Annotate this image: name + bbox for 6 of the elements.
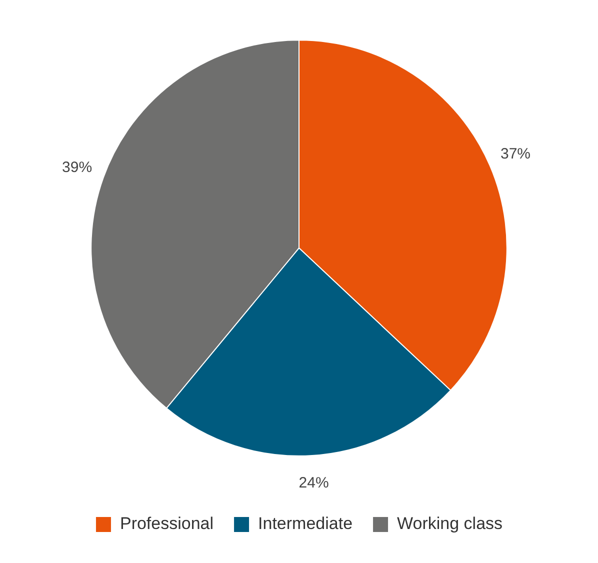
data-label: 37% (500, 145, 531, 162)
data-label: 24% (298, 474, 329, 492)
legend-label: Intermediate (258, 514, 353, 534)
legend-label: Working class (397, 514, 503, 534)
data-label: 39% (62, 159, 92, 176)
legend-label: Professional (120, 514, 214, 534)
